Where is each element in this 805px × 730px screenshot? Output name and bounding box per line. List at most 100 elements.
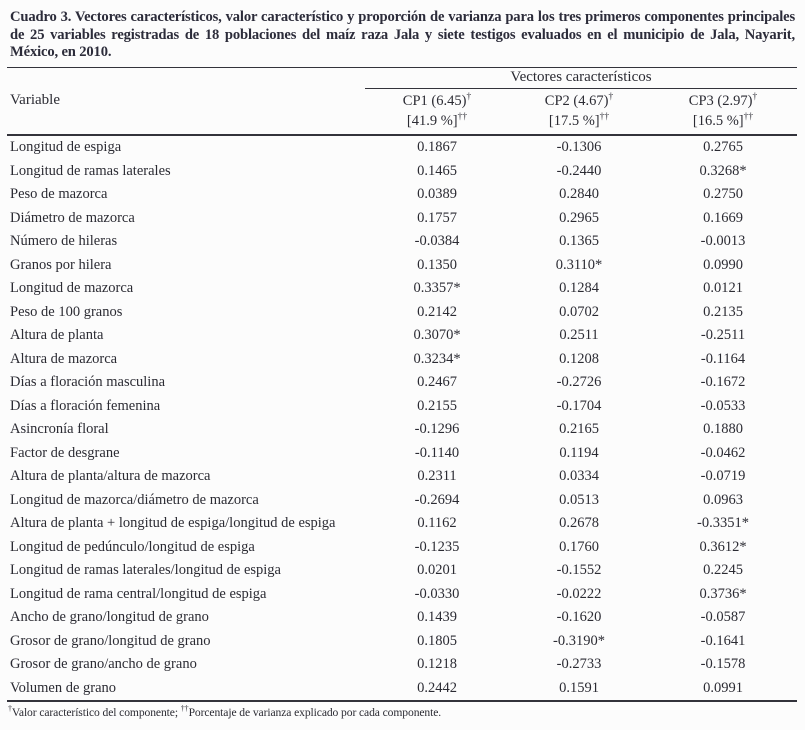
cp3-cell: 0.0121 [703,280,743,297]
table-row: Granos por hilera 0.1350 0.3110* 0.0990 [7,253,797,277]
cp1-cell: 0.1162 [417,515,457,532]
cp1-cell: 0.1439 [417,609,457,626]
cp2-double-dagger: †† [599,112,610,123]
cp1-cell: -0.1235 [414,538,460,555]
table-row: Altura de planta/altura de mazorca 0.231… [7,465,797,489]
cp3-cell: 0.0991 [703,679,743,696]
cp3-cell: -0.3351* [697,515,749,532]
table-row: Días a floración masculina 0.2467 -0.272… [7,371,797,395]
cp1-cell: 0.2442 [417,679,457,696]
table-row: Volumen de grano 0.2442 0.1591 0.0991 [7,676,797,701]
cp3-cell: 0.0990 [703,256,743,273]
table-footnote: †Valor característico del componente; ††… [8,703,797,719]
cp2-cell: 0.2511 [559,327,599,344]
cp1-cell: -0.0384 [414,233,460,250]
cp1-cell: 0.3357* [413,280,461,297]
variable-cell: Longitud de pedúnculo/longitud de espiga [10,538,255,555]
variable-cell: Peso de 100 granos [10,303,123,320]
cp1-cell: 0.2467 [417,374,457,391]
variable-cell: Peso de mazorca [10,186,108,203]
table-row: Peso de mazorca 0.0389 0.2840 0.2750 [7,183,797,207]
cp2-cell: 0.0702 [559,303,599,320]
table-row: Longitud de mazorca 0.3357* 0.1284 0.012… [7,277,797,301]
cp2-cell: 0.1208 [559,350,599,367]
group-header-row: Variable Vectores característicos [7,67,797,136]
variable-cell: Longitud de rama central/longitud de esp… [10,585,267,602]
cp2-cell: 0.1760 [559,538,599,555]
cp2-cell: 0.2965 [559,209,599,226]
cp3-cell: -0.0533 [700,397,746,414]
footnote-text-2: Porcentaje de varianza explicado por cad… [188,705,442,719]
cp1-cell: 0.1350 [417,256,457,273]
cp3-double-dagger: †† [743,112,754,123]
variable-cell: Grosor de grano/ancho de grano [10,656,197,673]
table-row: Factor de desgrane -0.1140 0.1194 -0.046… [7,441,797,465]
cp2-cell: 0.0513 [559,491,599,508]
footnote-dagger: † [8,703,12,713]
cp1-cell: -0.0330 [414,585,460,602]
cp2-cell: -0.1704 [556,397,602,414]
cp3-cell: 0.3736* [699,585,747,602]
cp2-cell: -0.1620 [556,609,602,626]
cp1-cell: 0.1218 [417,656,457,673]
table-body: Longitud de espiga 0.1867 -0.1306 0.2765… [7,135,797,701]
cp1-cell: 0.1805 [417,632,457,649]
cp3-column-header: CP3 (2.97)† [16.5 %]†† [649,88,797,136]
variable-cell: Longitud de espiga [10,139,122,156]
variable-cell: Grosor de grano/longitud de grano [10,632,211,649]
table-row: Altura de planta 0.3070* 0.2511 -0.2511 [7,324,797,348]
footnote-text-1: Valor característico del componente; [11,705,181,719]
variable-cell: Días a floración femenina [10,397,161,414]
cp3-cell: 0.2750 [703,186,743,203]
cp3-cell: 0.2135 [703,303,743,320]
variable-cell: Altura de planta [10,327,104,344]
table-row: Peso de 100 granos 0.2142 0.0702 0.2135 [7,300,797,324]
variable-cell: Granos por hilera [10,256,112,273]
cp2-cell: 0.1194 [559,444,599,461]
cp3-cell: -0.0013 [700,233,746,250]
cp1-column-header: CP1 (6.45)† [41.9 %]†† [365,88,509,136]
cp3-cell: -0.0462 [700,444,746,461]
table-row: Longitud de ramas laterales/longitud de … [7,559,797,583]
table-row: Longitud de pedúnculo/longitud de espiga… [7,535,797,559]
table-caption: Cuadro 3. Vectores característicos, valo… [10,9,795,61]
table-row: Altura de planta + longitud de espiga/lo… [7,512,797,536]
cp1-cell: 0.2142 [417,303,457,320]
cp3-cell: -0.1672 [700,374,746,391]
variable-cell: Longitud de mazorca [10,280,134,297]
cp2-label: CP2 (4.67) [544,93,609,110]
table-row: Grosor de grano/ancho de grano 0.1218 -0… [7,653,797,677]
cp3-cell: 0.1880 [703,421,743,438]
cp2-cell: -0.1306 [556,139,602,156]
cp2-cell: -0.3190* [553,632,605,649]
cp3-cell: -0.0587 [700,609,746,626]
cp1-dagger: † [466,92,472,103]
cp3-cell: 0.0963 [703,491,743,508]
cp3-dagger: † [752,92,758,103]
variable-cell: Longitud de mazorca/diámetro de mazorca [10,491,259,508]
cp2-column-header: CP2 (4.67)† [17.5 %]†† [509,88,649,136]
table-row: Ancho de grano/longitud de grano 0.1439 … [7,606,797,630]
cp3-variance: [16.5 %] [692,113,744,130]
table-row: Diámetro de mazorca 0.1757 0.2965 0.1669 [7,206,797,230]
variable-cell: Altura de planta + longitud de espiga/lo… [10,515,336,532]
cp2-variance: [17.5 %] [548,113,600,130]
cp2-cell: 0.1365 [559,233,599,250]
cp1-cell: 0.1465 [417,162,457,179]
cp2-cell: 0.1284 [559,280,599,297]
table-row: Grosor de grano/longitud de grano 0.1805… [7,629,797,653]
variable-column-header: Variable [7,67,365,136]
cp1-cell: 0.3234* [413,350,461,367]
cp3-cell: -0.1578 [700,656,746,673]
cp2-dagger: † [608,92,614,103]
cp1-cell: 0.1757 [417,209,457,226]
group-header-label: Vectores característicos [510,69,652,86]
variable-cell: Diámetro de mazorca [10,209,135,226]
cp1-cell: 0.3070* [413,327,461,344]
cp1-cell: 0.2311 [417,468,457,485]
cp1-cell: -0.2694 [414,491,460,508]
cp3-cell: 0.3268* [699,162,747,179]
table-row: Longitud de mazorca/diámetro de mazorca … [7,488,797,512]
cp1-cell: 0.1867 [417,139,457,156]
cp3-label: CP3 (2.97) [688,93,753,110]
